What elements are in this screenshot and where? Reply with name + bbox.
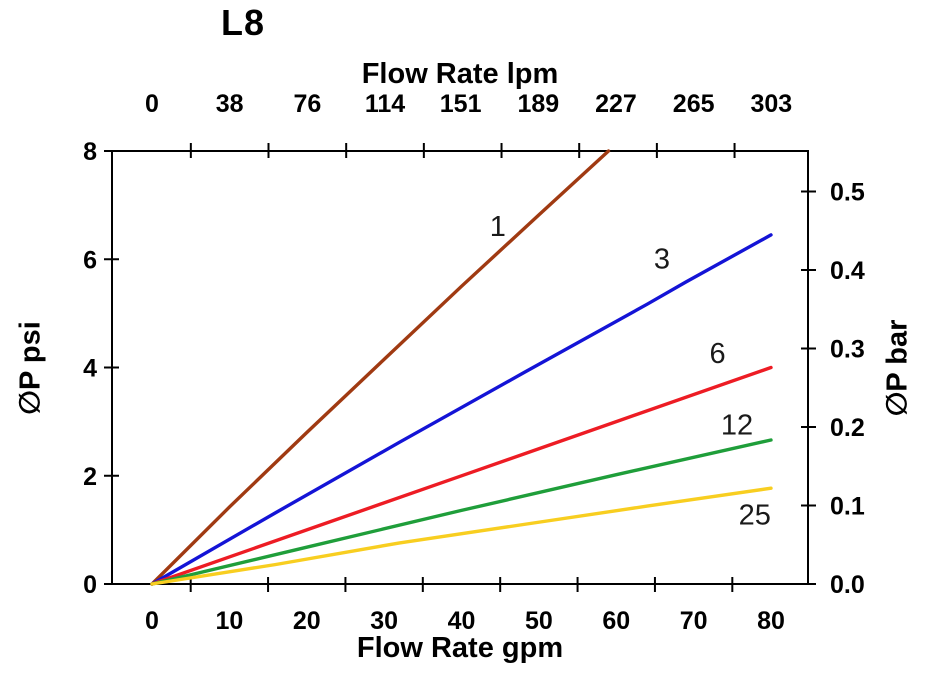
x-bottom-tick-label: 0 [145,607,159,635]
x-bottom-tick-label: 40 [448,607,476,635]
y-left-tick-label: 0 [83,571,97,599]
x-top-tick-label: 189 [517,90,559,118]
series-line-25 [150,486,773,586]
y-right-tick-label: 0.1 [830,492,865,520]
series-line-6 [150,365,773,586]
x-bottom-tick-label: 50 [525,607,553,635]
x-top-tick-label: 265 [673,90,715,118]
x-bottom-tick-label: 20 [293,607,321,635]
y-left-tick-label: 8 [83,138,97,166]
series-label-1: 1 [490,211,506,243]
series-label-6: 6 [710,338,726,370]
y-right-tick-label: 0.0 [830,571,865,599]
y-right-tick-label: 0.5 [830,178,865,206]
series-line-12 [150,438,773,586]
x-top-tick-label: 76 [293,90,321,118]
series-label-25: 25 [739,499,771,531]
x-bottom-tick-label: 60 [602,607,630,635]
top-axis-title: Flow Rate lpm [361,58,559,90]
x-bottom-tick-label: 10 [215,607,243,635]
y-right-tick-label: 0.3 [830,335,865,363]
y-left-tick-label: 2 [83,463,97,491]
x-top-tick-label: 151 [440,90,482,118]
y-right-tick-label: 0.2 [830,414,865,442]
series-line-3 [150,233,773,586]
series-label-12: 12 [721,409,753,441]
y-left-tick-label: 4 [83,355,97,383]
y-right-tick-label: 0.4 [830,257,865,285]
bottom-axis-title: Flow Rate gpm [356,632,564,664]
x-top-tick-label: 114 [365,90,405,118]
x-top-tick-label: 303 [750,90,792,118]
chart-title: L8 [221,2,266,43]
x-bottom-tick-label: 30 [370,607,398,635]
x-top-tick-label: 0 [145,90,159,118]
x-top-tick-label: 227 [595,90,637,118]
series-label-3: 3 [654,243,670,275]
y-left-tick-label: 6 [83,246,97,274]
x-bottom-tick-label: 70 [680,607,708,635]
series-line-1 [150,149,611,586]
x-top-tick-label: 38 [216,90,244,118]
x-bottom-tick-label: 80 [757,607,785,635]
